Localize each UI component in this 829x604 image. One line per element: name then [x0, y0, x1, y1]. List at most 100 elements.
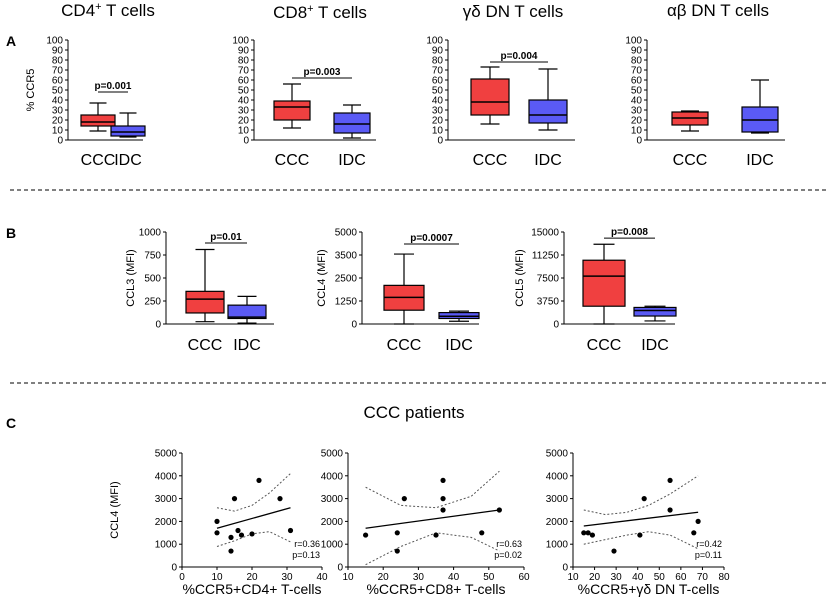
category-label: CCC — [275, 152, 310, 169]
data-point — [581, 530, 587, 536]
x-tick-label: 40 — [448, 572, 460, 583]
y-tick-label: 5000 — [321, 449, 344, 460]
y-tick-label: 3000 — [321, 494, 344, 505]
data-point — [667, 477, 673, 483]
data-point — [479, 530, 485, 536]
category-label: CCC — [473, 152, 508, 169]
category-label: IDC — [233, 337, 261, 354]
y-tick-label: 90 — [238, 46, 250, 57]
panel-b3: 0 3750 7500 11250 15000 CCL5 (MFI) CCC IDC p=0.0… — [514, 227, 677, 354]
y-tick-label: 80 — [238, 56, 250, 67]
y-tick-label: 40 — [238, 96, 250, 107]
box-ccc — [470, 78, 510, 116]
y-tick-label: 2000 — [546, 517, 569, 528]
panel-letter: A — [6, 33, 16, 49]
y-tick-label: 30 — [432, 106, 444, 117]
data-point — [214, 530, 220, 536]
category-label: CCC — [387, 337, 422, 354]
x-tick-label: 10 — [567, 572, 579, 583]
data-point — [667, 507, 673, 513]
x-tick-label: 40 — [316, 572, 328, 583]
y-tick-label: 60 — [432, 76, 444, 87]
y-tick-label: 50 — [432, 86, 444, 97]
y-tick-label: 30 — [631, 106, 643, 117]
panel-c3: 0 1000 2000 3000 4000 5000 10 20 30 40 50 60 70 80%CC… — [546, 449, 730, 598]
y-tick-label: 90 — [52, 46, 64, 57]
y-tick-label: 1000 — [321, 540, 344, 551]
y-tick-label: 1000 — [546, 540, 569, 551]
x-tick-label: 20 — [378, 572, 390, 583]
y-tick-label: 0 — [155, 320, 161, 331]
y-tick-label: 10 — [631, 126, 643, 137]
regression-line — [365, 509, 500, 529]
box-ccc — [582, 259, 626, 307]
y-tick-label: 40 — [52, 96, 64, 107]
y-tick-label: 90 — [432, 46, 444, 57]
y-tick-label: 1250 — [335, 297, 358, 308]
panel-title: CD8+ T cells — [273, 3, 367, 22]
y-tick-label: 4000 — [155, 471, 178, 482]
data-point — [277, 496, 283, 502]
category-label: IDC — [114, 152, 142, 169]
y-tick-label: 30 — [238, 106, 250, 117]
x-tick-label: 60 — [675, 572, 687, 583]
y-tick-label: 4000 — [546, 471, 569, 482]
y-tick-label: 0 — [437, 136, 443, 147]
panel-letter: C — [6, 415, 16, 431]
data-point — [256, 477, 262, 483]
group-title: CCC patients — [363, 403, 464, 422]
y-tick-label: 80 — [631, 56, 643, 67]
category-label: IDC — [641, 337, 669, 354]
ci-upper — [216, 473, 291, 512]
category-label: IDC — [445, 337, 473, 354]
p-value: p=0.13 — [292, 550, 320, 560]
data-point — [440, 477, 446, 483]
y-tick-label: 5000 — [546, 449, 569, 460]
y-tick-label: 20 — [52, 116, 64, 127]
category-label: IDC — [746, 152, 774, 169]
x-tick-label: 10 — [342, 572, 354, 583]
data-point — [287, 527, 294, 534]
y-tick-label: 1000 — [139, 228, 162, 239]
y-tick-label: 750 — [144, 251, 161, 262]
y-tick-label: 50 — [52, 86, 64, 97]
data-point — [611, 548, 617, 554]
box-idc — [333, 112, 371, 134]
panel-b2: 0 1250 2500 3500 5000 CCL4 (MFI) CCC IDC p=0.000… — [316, 228, 480, 354]
x-axis-label: %CCR5+CD4+ T-cells — [182, 581, 321, 597]
x-tick-label: 0 — [179, 572, 185, 583]
y-axis-label: % CCR5 — [25, 69, 37, 112]
y-tick-label: 40 — [432, 96, 444, 107]
y-tick-label: 3750 — [537, 297, 560, 308]
panel-title: CD4+ T cells — [61, 1, 155, 20]
data-point — [641, 496, 647, 502]
r-value: r=0.42 — [696, 539, 722, 549]
y-tick-label: 5000 — [155, 449, 178, 460]
y-tick-label: 50 — [238, 86, 250, 97]
data-point — [695, 518, 701, 525]
y-tick-label: 70 — [238, 66, 250, 77]
y-tick-label: 70 — [631, 66, 643, 77]
data-point — [394, 548, 400, 554]
data-point — [637, 532, 643, 538]
y-tick-label: 90 — [631, 46, 643, 57]
data-point — [691, 530, 697, 536]
panel-title: γδ DN T cells — [463, 2, 563, 21]
x-tick-label: 40 — [632, 572, 644, 583]
y-tick-label: 60 — [238, 76, 250, 87]
pvalue-label: p=0.008 — [611, 227, 648, 238]
y-tick-label: 5000 — [335, 228, 358, 239]
y-tick-label: 3500 — [335, 251, 358, 262]
y-tick-label: 20 — [631, 116, 643, 127]
box-ccc — [80, 114, 116, 127]
y-axis-label: CCL3 (MFI) — [125, 249, 137, 306]
x-tick-label: 60 — [518, 572, 530, 583]
pvalue-label: p=0.003 — [304, 67, 341, 78]
data-point — [440, 496, 446, 502]
pvalue-label: p=0.001 — [95, 81, 132, 92]
category-label: CCC — [587, 337, 622, 354]
y-tick-label: 20 — [238, 116, 250, 127]
y-tick-label: 4000 — [321, 471, 344, 482]
